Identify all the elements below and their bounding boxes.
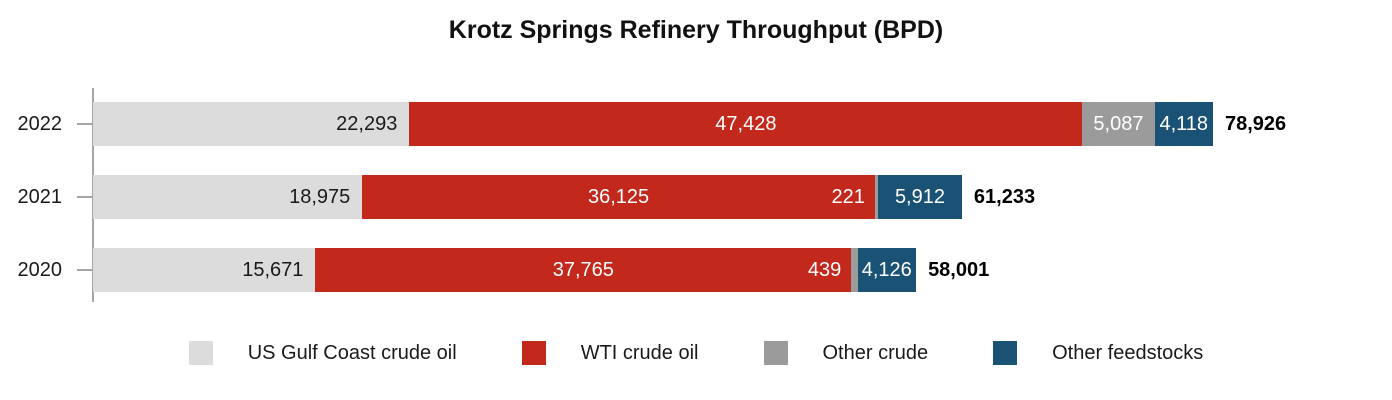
bar-segment: [857, 248, 917, 292]
legend-item-other-feedstocks: Other feedstocks: [993, 341, 1203, 365]
bar-total-label: 58,001: [928, 259, 990, 281]
bar-value-label: 4,118: [1159, 113, 1209, 135]
legend-item-usgc: US Gulf Coast crude oil: [188, 341, 457, 365]
bar-total-label: 78,926: [1225, 113, 1287, 135]
bar-segment: [93, 102, 410, 146]
bar-segment: [93, 248, 316, 292]
legend-item-wti: WTI crude oil: [521, 341, 699, 365]
axis-tick: [77, 123, 93, 125]
bar-value-label: 47,428: [715, 113, 777, 135]
legend-label: Other feedstocks: [1052, 341, 1204, 364]
bar-segment: [362, 175, 875, 219]
legend-label: WTI crude oil: [580, 341, 699, 364]
bar-value-label: 439: [807, 259, 842, 281]
bar-total-label: 61,233: [973, 186, 1036, 208]
bar-value-label: 37,765: [552, 259, 614, 281]
bar-value-label: 5,087: [1093, 113, 1144, 135]
other-crude-swatch-icon: [763, 341, 788, 365]
legend-item-other-crude: Other crude: [763, 341, 929, 365]
wti-swatch-icon: [521, 341, 546, 365]
bar-segment: [878, 175, 962, 219]
y-axis-label: 2021: [17, 186, 63, 208]
bar-segment: [93, 175, 363, 219]
axis-tick: [77, 196, 93, 198]
bar-value-label: 15,671: [242, 259, 304, 281]
bar-value-label: 5,912: [894, 186, 945, 208]
chart-title: Krotz Springs Refinery Throughput (BPD): [448, 16, 944, 44]
bar-value-label: 221: [831, 186, 865, 208]
legend: US Gulf Coast crude oil WTI crude oil Ot…: [0, 341, 1392, 365]
bar-segment: [315, 248, 852, 292]
bar-value-label: 22,293: [336, 113, 398, 135]
bar-segment: [851, 248, 858, 292]
bar-segment: [874, 175, 879, 219]
bar-segment: [1154, 102, 1213, 146]
bar-segment: [1082, 102, 1155, 146]
bar-value-label: 36,125: [587, 186, 650, 208]
axis-tick: [77, 269, 93, 271]
legend-label: US Gulf Coast crude oil: [247, 341, 457, 364]
y-axis-label: 2022: [17, 113, 63, 135]
other-feedstocks-swatch-icon: [993, 341, 1018, 365]
usgc-swatch-icon: [188, 341, 213, 365]
legend-label: Other crude: [822, 341, 929, 364]
bar-value-label: 4,126: [861, 259, 912, 281]
bar-value-label: 18,975: [289, 186, 351, 208]
y-axis-label: 2020: [17, 259, 63, 281]
bar-segment: [409, 102, 1083, 146]
